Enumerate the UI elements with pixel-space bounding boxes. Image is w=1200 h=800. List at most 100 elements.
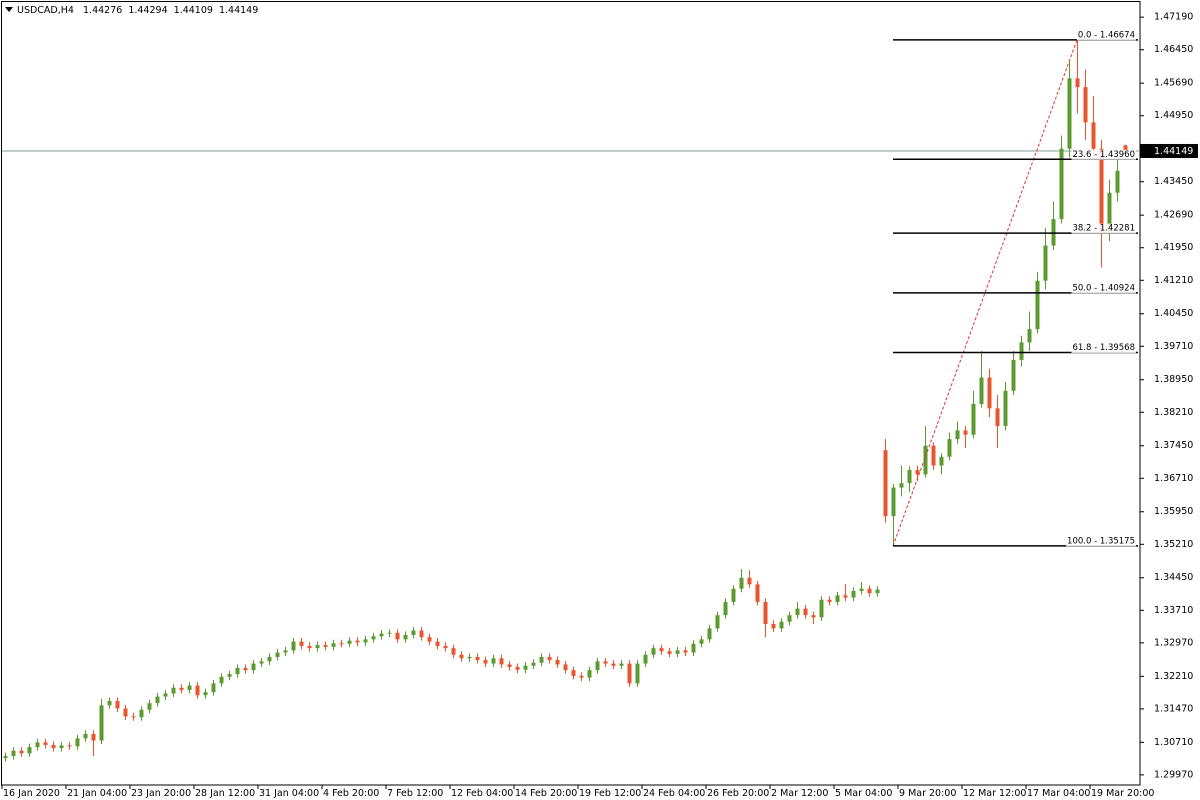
candle-body bbox=[843, 595, 848, 598]
candle-body bbox=[547, 656, 552, 661]
candle-body bbox=[339, 643, 344, 645]
candle-body bbox=[1067, 78, 1072, 149]
candle-body bbox=[987, 377, 992, 409]
candle-body bbox=[243, 667, 248, 671]
candle-body bbox=[187, 685, 192, 690]
x-tick-label: 26 Feb 20:00 bbox=[707, 788, 769, 799]
x-tick-label: 12 Feb 04:00 bbox=[451, 788, 513, 799]
candle-body bbox=[1075, 78, 1080, 88]
x-tick-label: 19 Mar 20:00 bbox=[1091, 788, 1154, 799]
candle-body bbox=[227, 674, 232, 677]
candle-body bbox=[59, 745, 64, 749]
candle-body bbox=[763, 601, 768, 624]
candle-body bbox=[83, 733, 88, 739]
candle-body bbox=[891, 487, 896, 517]
x-tick-label: 23 Jan 20:00 bbox=[131, 788, 191, 799]
y-tick-label: 1.37450 bbox=[1154, 440, 1193, 451]
fib-label: 23.6 - 1.43960 bbox=[1072, 150, 1135, 160]
x-tick-label: 14 Feb 20:00 bbox=[515, 788, 577, 799]
candle-body bbox=[11, 750, 16, 756]
candle-body bbox=[507, 664, 512, 668]
candle-body bbox=[483, 660, 488, 664]
candle-body bbox=[123, 708, 128, 717]
candle-body bbox=[363, 639, 368, 643]
candle-body bbox=[323, 645, 328, 647]
x-tick-label: 7 Feb 12:00 bbox=[387, 788, 443, 799]
candle-body bbox=[347, 640, 352, 644]
fib-label: 61.8 - 1.39568 bbox=[1072, 343, 1135, 353]
candle-body bbox=[131, 716, 136, 718]
candle-body bbox=[203, 692, 208, 696]
candle-body bbox=[931, 445, 936, 466]
y-tick-label: 1.41950 bbox=[1154, 242, 1193, 253]
candle-body bbox=[867, 588, 872, 594]
y-tick-label: 1.29970 bbox=[1154, 769, 1193, 780]
candle-body bbox=[715, 615, 720, 629]
candle-body bbox=[691, 643, 696, 653]
chart-header: USDCAD,H4 1.44276 1.44294 1.44109 1.4414… bbox=[17, 5, 258, 16]
y-tick-label: 1.41210 bbox=[1154, 275, 1193, 286]
candle-body bbox=[739, 577, 744, 589]
candle-body bbox=[731, 588, 736, 602]
candle-body bbox=[915, 469, 920, 475]
candle-body bbox=[819, 599, 824, 618]
candle-body bbox=[491, 658, 496, 664]
candle-body bbox=[1091, 122, 1096, 149]
candle-body bbox=[515, 667, 520, 670]
candle-body bbox=[539, 656, 544, 663]
candle-body bbox=[171, 687, 176, 694]
candle-body bbox=[907, 469, 912, 484]
candle-body bbox=[379, 633, 384, 637]
candle-body bbox=[99, 705, 104, 741]
candle-body bbox=[563, 664, 568, 671]
x-tick-label: 16 Jan 2020 bbox=[3, 788, 60, 799]
candle-body bbox=[67, 745, 72, 747]
candle-body bbox=[1107, 192, 1112, 233]
candle-body bbox=[947, 439, 952, 457]
candle-body bbox=[251, 663, 256, 671]
candle-body bbox=[779, 621, 784, 629]
y-tick-label: 1.36710 bbox=[1154, 473, 1193, 484]
x-tick-label: 31 Jan 04:00 bbox=[259, 788, 319, 799]
candle-body bbox=[811, 615, 816, 618]
price-box-label: 1.44149 bbox=[1154, 146, 1193, 157]
candle-body bbox=[419, 630, 424, 638]
candle-body bbox=[755, 584, 760, 602]
candle-body bbox=[411, 630, 416, 635]
candle-body bbox=[155, 696, 160, 704]
candle-body bbox=[979, 377, 984, 404]
candle-body bbox=[235, 667, 240, 675]
candle-body bbox=[1035, 280, 1040, 330]
candle-body bbox=[1003, 390, 1008, 426]
candle-body bbox=[1099, 148, 1104, 233]
candle-body bbox=[667, 651, 672, 654]
candle-body bbox=[579, 675, 584, 678]
candle-body bbox=[675, 650, 680, 654]
candle-body bbox=[435, 641, 440, 646]
y-tick-label: 1.39710 bbox=[1154, 341, 1193, 352]
candle-body bbox=[851, 590, 856, 598]
fib-label-bg bbox=[1071, 283, 1136, 294]
y-tick-label: 1.31470 bbox=[1154, 703, 1193, 714]
header-open: 1.44276 bbox=[83, 5, 122, 16]
candle-body bbox=[307, 645, 312, 649]
plot-frame bbox=[1, 1, 1141, 786]
candle-body bbox=[635, 663, 640, 684]
candle-body bbox=[1083, 87, 1088, 123]
candle-body bbox=[3, 755, 8, 759]
candle-body bbox=[219, 676, 224, 684]
candle-body bbox=[1115, 170, 1120, 193]
y-tick-label: 1.47190 bbox=[1154, 12, 1193, 23]
x-tick-label: 2 Mar 12:00 bbox=[771, 788, 828, 799]
candle-body bbox=[835, 595, 840, 602]
candle-body bbox=[603, 661, 608, 664]
candle-body bbox=[211, 683, 216, 693]
candle-body bbox=[195, 685, 200, 696]
candle-body bbox=[291, 641, 296, 651]
candle-body bbox=[1019, 342, 1024, 360]
candle-body bbox=[315, 645, 320, 649]
candle-body bbox=[923, 445, 928, 475]
y-tick-label: 1.44950 bbox=[1154, 110, 1193, 121]
candle-body bbox=[971, 403, 976, 435]
fib-label-bg bbox=[1066, 536, 1136, 547]
